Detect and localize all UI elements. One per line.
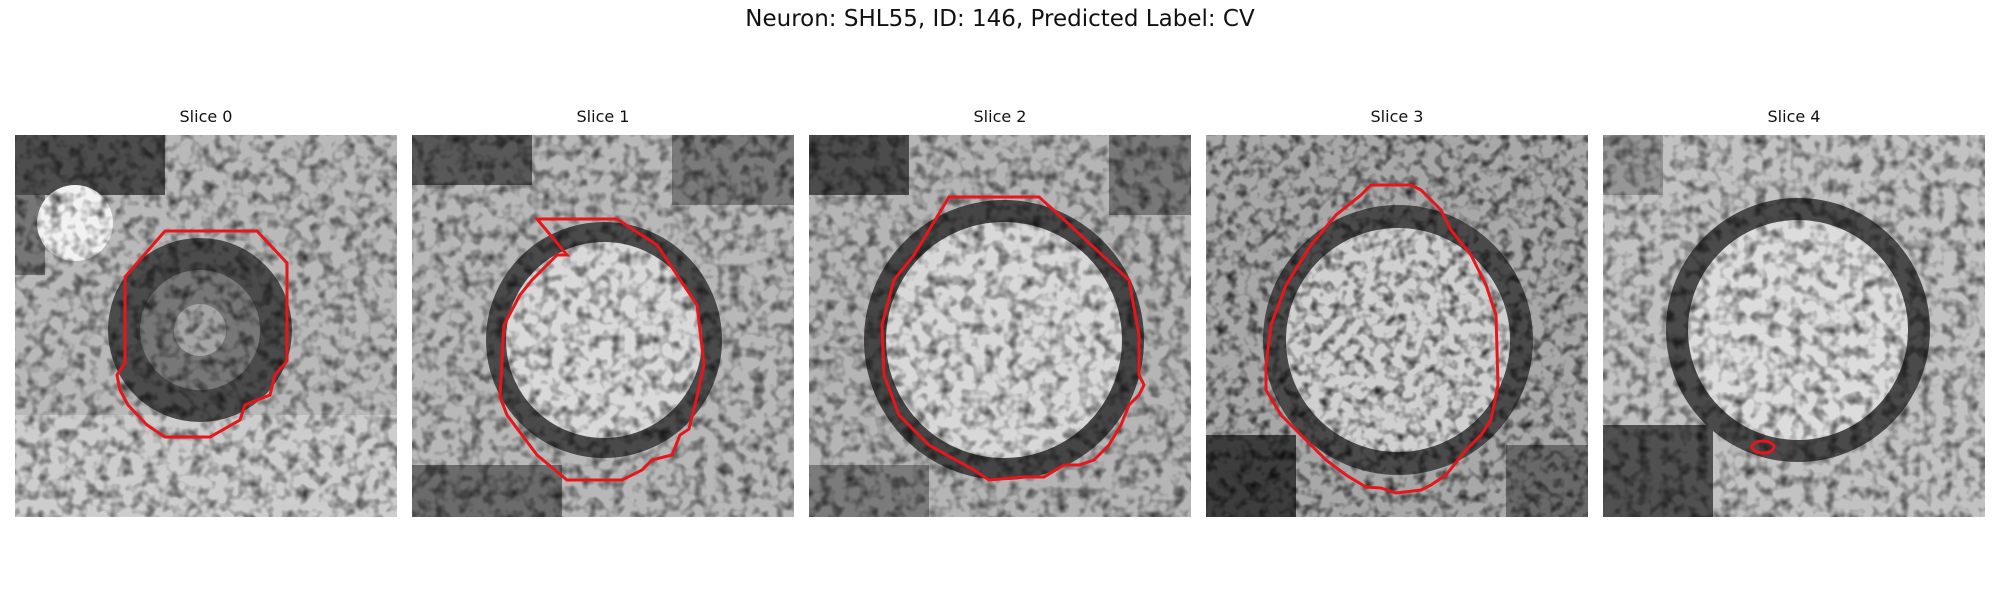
- slice-image-4: [1603, 135, 1985, 517]
- slice-title: Slice 1: [576, 107, 630, 126]
- slice-title: Slice 2: [973, 107, 1027, 126]
- slice-title: Slice 4: [1767, 107, 1821, 126]
- slice-title: Slice 0: [179, 107, 233, 126]
- slice-image-2: [809, 135, 1191, 517]
- cell-contour: [115, 229, 289, 439]
- figure-title: Neuron: SHL55, ID: 146, Predicted Label:…: [745, 6, 1255, 32]
- cell-contour: [1750, 439, 1776, 455]
- cell-contour: [1264, 183, 1500, 495]
- slice-image-0: [15, 135, 397, 517]
- cell-contour: [498, 217, 706, 482]
- cell-contour: [880, 195, 1146, 482]
- slice-title: Slice 3: [1370, 107, 1424, 126]
- slice-image-3: [1206, 135, 1588, 517]
- slice-image-1: [412, 135, 794, 517]
